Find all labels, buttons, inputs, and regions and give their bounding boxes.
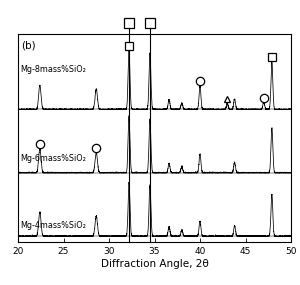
- Text: Mg-8mass%SiO₂: Mg-8mass%SiO₂: [20, 65, 86, 74]
- Text: (b): (b): [21, 40, 35, 50]
- Text: Mg-4mass%SiO₂: Mg-4mass%SiO₂: [20, 221, 86, 230]
- Text: Mg-6mass%SiO₂: Mg-6mass%SiO₂: [20, 154, 86, 163]
- X-axis label: Diffraction Angle, 2θ: Diffraction Angle, 2θ: [100, 259, 208, 269]
